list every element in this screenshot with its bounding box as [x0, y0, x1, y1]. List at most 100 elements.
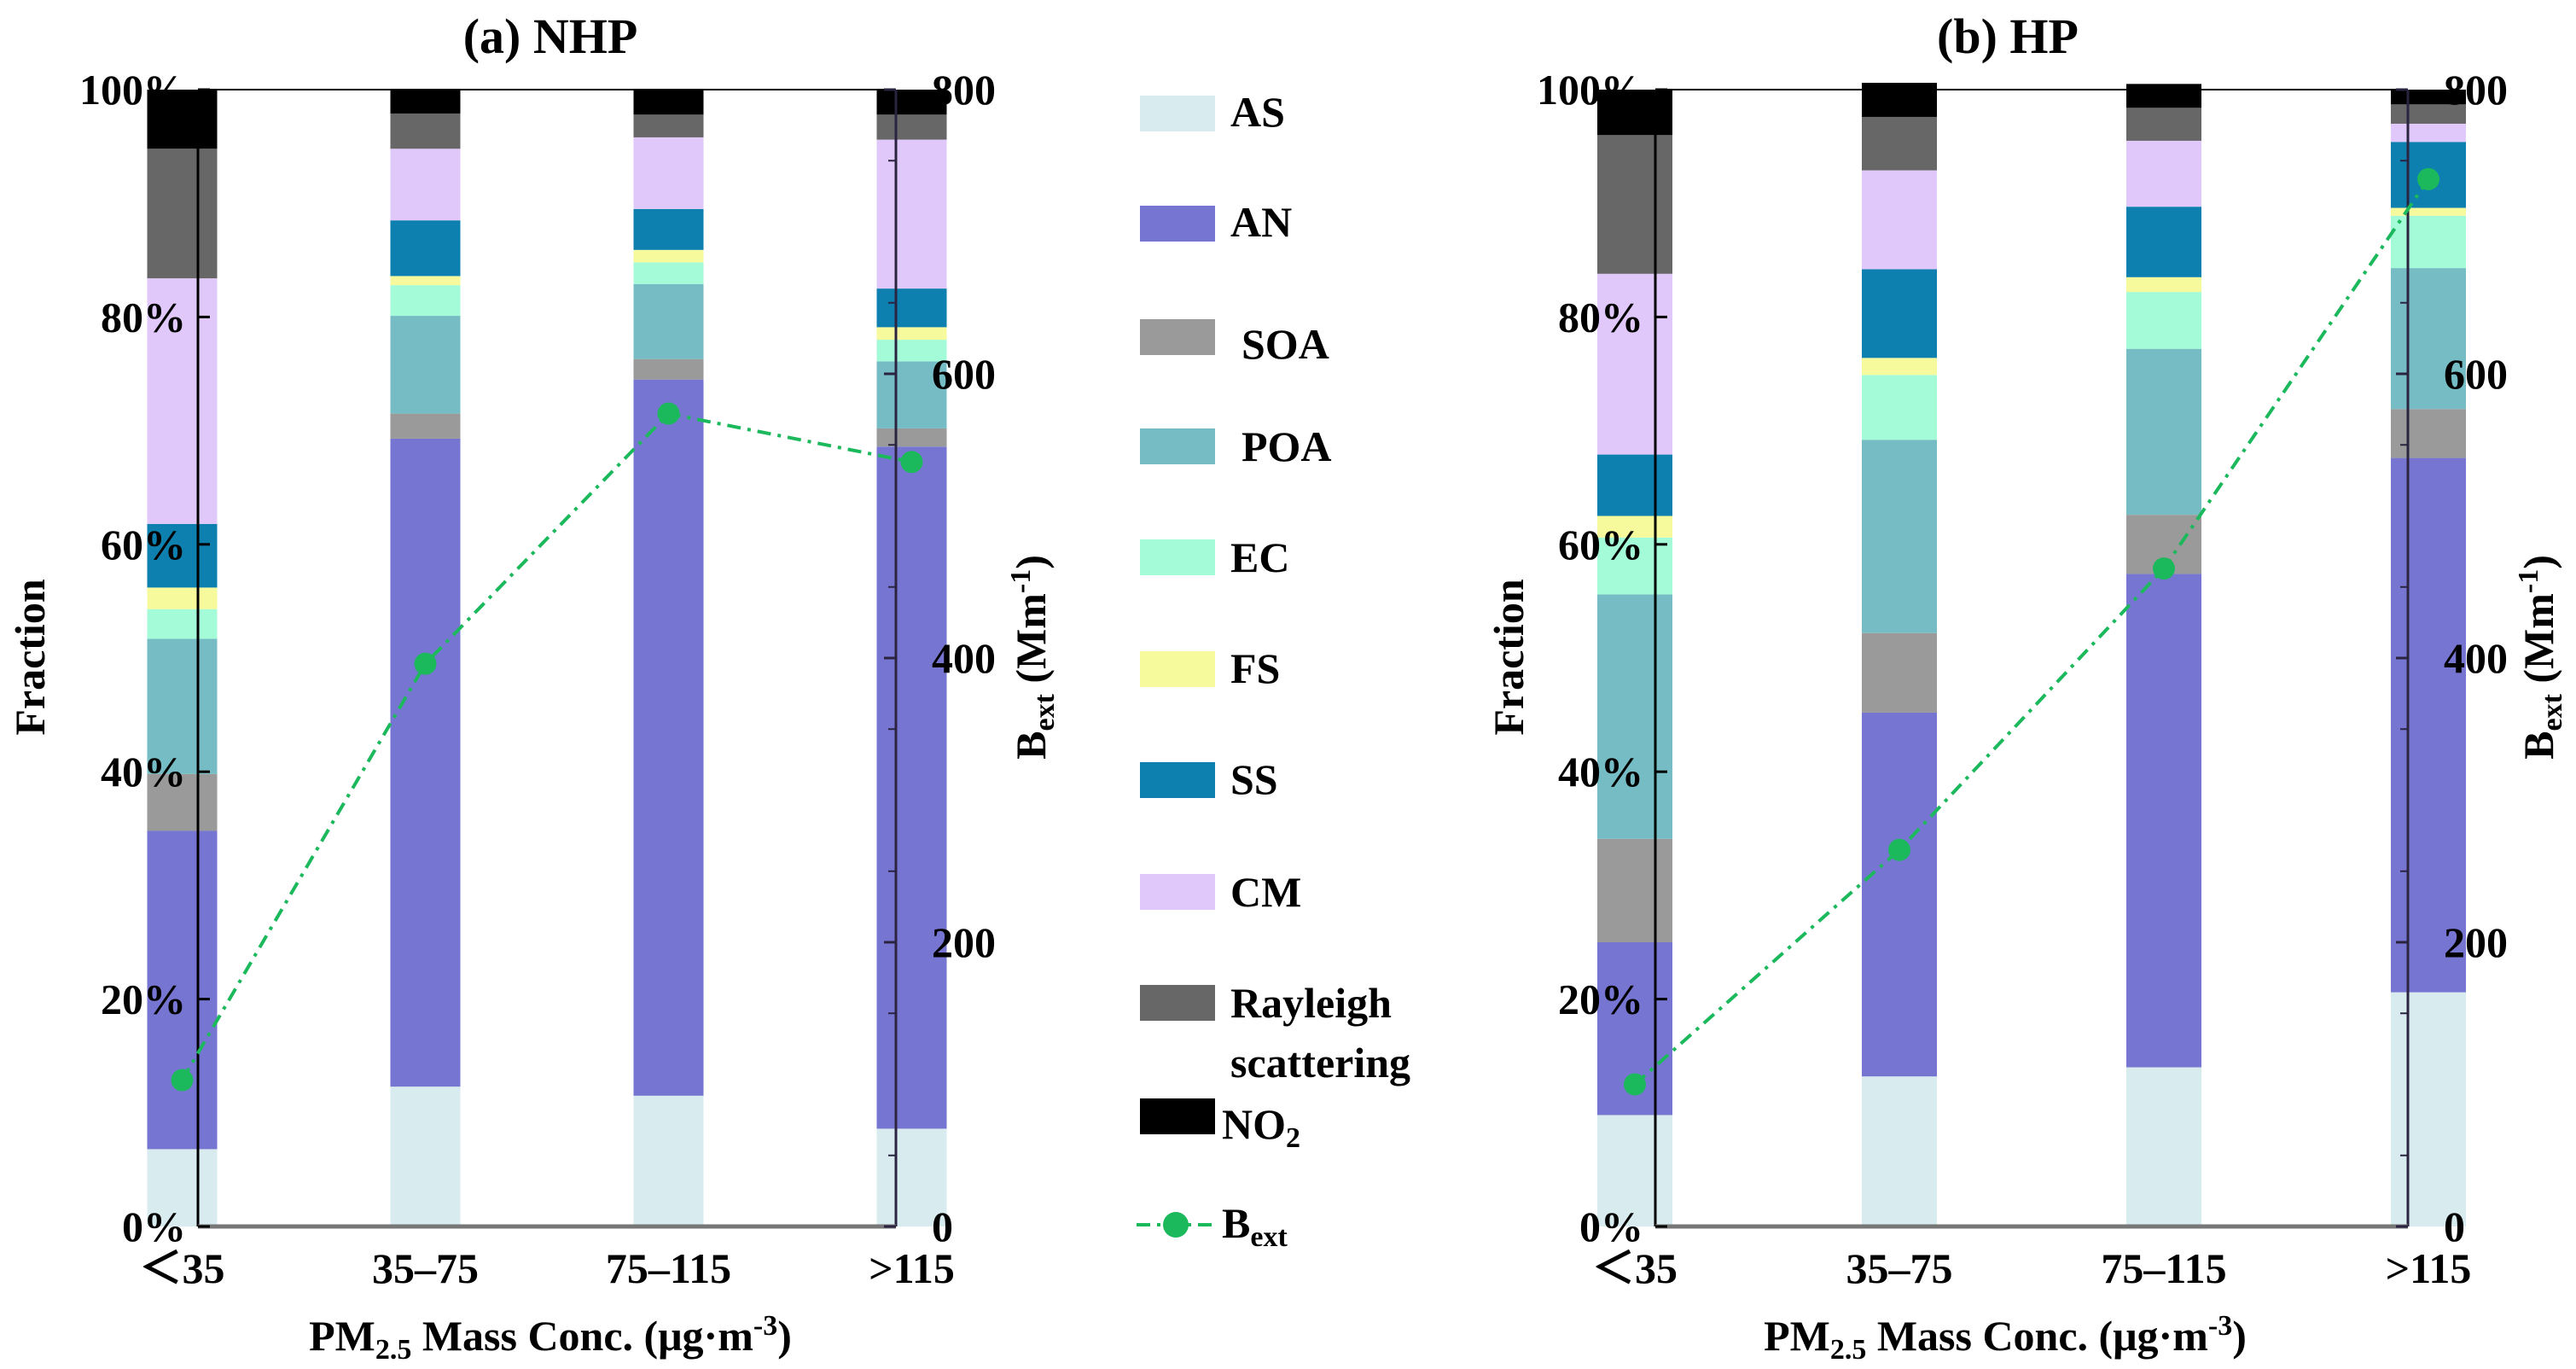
legend-label-fs: FS — [1230, 644, 1280, 692]
legend-label-bext-main: B — [1222, 1199, 1250, 1247]
chart-a-bar-rayleigh-scattering-1 — [147, 149, 218, 279]
chart-b-y2tick-label: 800 — [2444, 66, 2508, 114]
chart-a-y2tick-label: 600 — [932, 350, 996, 398]
chart-b-ytick-label: 0% — [1579, 1203, 1643, 1250]
chart-a-xlabel-sub: 2.5 — [375, 1334, 412, 1366]
chart-a-bar-ec-1 — [147, 609, 218, 639]
chart-b-bar-poa-2 — [1862, 440, 1937, 633]
chart-b-y2tick-label: 400 — [2444, 634, 2508, 682]
chart-b-y2label-main: B — [2515, 731, 2562, 760]
legend-label-no2: NO2 — [1222, 1100, 1300, 1154]
legend-swatch-no2 — [1140, 1098, 1215, 1134]
chart-a-xlabel-mid: Mass Conc. (μg·m — [411, 1312, 753, 1360]
chart-b-bar-soa-2 — [1862, 632, 1937, 713]
chart-a-y2tick-label: 400 — [932, 634, 996, 682]
legend-label-soa: SOA — [1241, 320, 1329, 368]
chart-b-y2tick-label: 200 — [2444, 918, 2508, 966]
chart-a-bar-cm-4 — [876, 139, 947, 289]
chart-b-ytick-label: 100% — [1537, 66, 1643, 114]
legend-bext-marker — [1163, 1212, 1189, 1238]
legend-label-bext-sub: ext — [1250, 1221, 1288, 1253]
legend-swatch-fs — [1140, 651, 1215, 687]
chart-b-bar-no2-2 — [1862, 83, 1937, 117]
chart-b-bar-poa-1 — [1597, 594, 1672, 839]
chart-b-ytick-label: 20% — [1558, 976, 1643, 1023]
chart-b-bar-ss-3 — [2126, 207, 2201, 277]
chart-a-bar-an-3 — [633, 379, 704, 1096]
chart-b-bar-ss-1 — [1597, 454, 1672, 516]
chart-b-bar-as-3 — [2126, 1067, 2201, 1226]
chart-b-bar-fs-4 — [2391, 207, 2466, 216]
chart-a-bar-fs-1 — [147, 587, 218, 609]
chart-b-xtick-label: 75–115 — [2101, 1244, 2226, 1292]
chart-a-bar-ec-4 — [876, 340, 947, 362]
chart-b-bar-no2-4 — [2391, 90, 2466, 105]
chart-b: 0% 20% 40% 60% 80% 100% 0 200 400 600 800 ＜35 35–75 7… — [1537, 66, 2508, 1292]
chart-b-ytick-label: 40% — [1558, 748, 1643, 795]
legend-label-an: AN — [1230, 198, 1292, 246]
chart-a-ytick-label: 60% — [101, 521, 186, 568]
chart-a-xlabel-post: ) — [777, 1312, 792, 1360]
chart-a-bar-soa-3 — [633, 358, 704, 380]
legend-label-ss: SS — [1230, 755, 1278, 803]
chart-a-xtick-label: >115 — [869, 1244, 955, 1292]
chart-b-ytick-label: 80% — [1558, 293, 1643, 341]
chart-b-bar-cm-4 — [2391, 123, 2466, 143]
chart-a-y2label-post: ) — [1007, 555, 1055, 569]
chart-a-bar-poa-1 — [147, 638, 218, 774]
chart-a-bar-poa-4 — [876, 361, 947, 428]
legend-swatch-rayleigh — [1140, 985, 1215, 1021]
legend-label-bext: Bext — [1222, 1199, 1288, 1253]
chart-a-bar-cm-3 — [633, 137, 704, 209]
chart-a-bar-ss-1 — [147, 523, 218, 588]
chart-b-bar-rayleigh-scattering-3 — [2126, 108, 2201, 141]
chart-b-bar-as-4 — [2391, 992, 2466, 1226]
chart-b-bext-point — [2417, 167, 2439, 190]
chart-b-bext-point — [1888, 838, 1910, 861]
chart-a-bar-soa-1 — [147, 773, 218, 831]
chart-b-bext-point — [1624, 1073, 1646, 1096]
chart-a-title: (a) NHP — [463, 9, 638, 64]
chart-a-y2label-mid: (Mm — [1007, 593, 1055, 694]
chart-b-bar-cm-3 — [2126, 140, 2201, 207]
chart-a-bar-an-2 — [390, 438, 461, 1087]
chart-a-ytick-label: 0% — [122, 1203, 186, 1250]
chart-a-bext-line — [180, 411, 912, 1081]
legend-label-as: AS — [1230, 88, 1285, 136]
chart-a-xlabel-sup: -3 — [753, 1310, 777, 1342]
chart-b-xtick-label: ＜35 — [1592, 1244, 1678, 1292]
legend-swatch-as — [1140, 96, 1215, 131]
legend-swatch-an — [1140, 206, 1215, 242]
chart-b-xlabel-sub: 2.5 — [1830, 1334, 1867, 1366]
chart-a-bext-point — [414, 652, 437, 675]
chart-a-ylabel: Fraction — [6, 579, 54, 735]
chart-b-ylabel: Fraction — [1485, 579, 1532, 735]
chart-a-bar-no2-3 — [633, 90, 704, 115]
chart-a-y2tick-label: 0 — [932, 1203, 953, 1250]
chart-a-xtick-label: ＜35 — [140, 1244, 225, 1292]
chart-a-bar-rayleigh-scattering-2 — [390, 113, 461, 149]
chart-a-bext-point — [657, 402, 680, 425]
chart-a-y2label: Bext (Mm-1) — [1005, 555, 1061, 760]
legend-swatch-cm — [1140, 874, 1215, 910]
chart-a-y2tick-label: 800 — [932, 66, 996, 114]
chart-b-bar-cm-2 — [1862, 170, 1937, 270]
chart-a-bar-ss-2 — [390, 220, 461, 277]
legend-label-no2-sub: 2 — [1286, 1122, 1300, 1154]
chart-b-bar-fs-2 — [1862, 358, 1937, 376]
chart-a-y2label-sub: ext — [1029, 693, 1061, 731]
legend-swatch-ec — [1140, 539, 1215, 575]
chart-a: 0% 20% 40% 60% 80% 100% 0 200 400 600 800 ＜35 35–75 7… — [79, 66, 996, 1292]
chart-b-bar-an-3 — [2126, 574, 2201, 1068]
chart-b-bar-cm-1 — [1597, 273, 1672, 455]
legend-label-ec: EC — [1230, 533, 1289, 581]
legend: AS AN SOA POA EC FS SS CM Rayleigh scatt… — [1137, 88, 1410, 1253]
chart-a-bar-cm-1 — [147, 278, 218, 524]
legend-swatch-ss — [1140, 762, 1215, 798]
chart-b-bar-ec-4 — [2391, 215, 2466, 269]
chart-b-y2label-post: ) — [2515, 555, 2562, 569]
chart-a-ytick-label: 20% — [101, 976, 186, 1023]
legend-swatch-poa — [1140, 428, 1215, 464]
chart-a-bar-ss-4 — [876, 288, 947, 328]
chart-a-xlabel: PM2.5 Mass Conc. (μg·m-3) — [309, 1310, 792, 1366]
